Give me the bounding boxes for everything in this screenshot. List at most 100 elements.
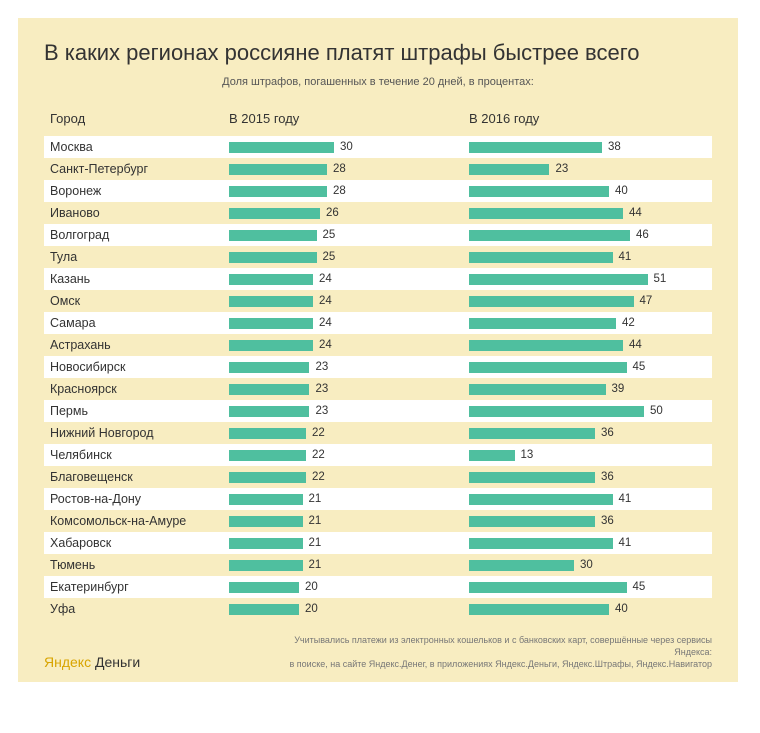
bar-value-2016: 50 <box>650 405 663 417</box>
bar-value-2016: 46 <box>636 229 649 241</box>
bar-2016 <box>469 252 613 263</box>
bar-2016 <box>469 340 623 351</box>
table-row: Казань24 51 <box>44 268 712 290</box>
bar-value-2016: 44 <box>629 339 642 351</box>
bar-2015 <box>229 406 309 417</box>
footnote-line2: в поиске, на сайте Яндекс.Денег, в прило… <box>272 658 712 670</box>
bar-cell-2016: 45 <box>469 361 679 373</box>
city-cell: Санкт-Петербург <box>44 162 229 176</box>
bar-2015 <box>229 384 309 395</box>
city-cell: Астрахань <box>44 338 229 352</box>
bar-cell-2016: 23 <box>469 163 679 175</box>
bar-value-2016: 36 <box>601 515 614 527</box>
bar-cell-2015: 23 <box>229 405 439 417</box>
bar-value-2016: 41 <box>619 537 632 549</box>
table-row: Челябинск2213 <box>44 444 712 466</box>
bar-2015 <box>229 186 327 197</box>
bar-2015 <box>229 428 306 439</box>
footer: Яндекс Деньги Учитывались платежи из эле… <box>44 634 712 670</box>
bar-cell-2015: 23 <box>229 383 439 395</box>
bar-2015 <box>229 230 317 241</box>
bar-value-2015: 28 <box>333 185 346 197</box>
bar-cell-2015: 24 <box>229 317 439 329</box>
bar-2015 <box>229 340 313 351</box>
bar-value-2015: 21 <box>309 515 322 527</box>
city-cell: Уфа <box>44 602 229 616</box>
city-cell: Москва <box>44 140 229 154</box>
bar-value-2016: 13 <box>521 449 534 461</box>
table-row: Москва 30 38 <box>44 136 712 158</box>
bar-2015 <box>229 560 303 571</box>
bar-cell-2016: 41 <box>469 537 679 549</box>
bar-value-2015: 24 <box>319 317 332 329</box>
bar-2016 <box>469 406 644 417</box>
city-cell: Иваново <box>44 206 229 220</box>
bar-cell-2015: 21 <box>229 515 439 527</box>
bar-2016 <box>469 208 623 219</box>
bar-value-2016: 51 <box>654 273 667 285</box>
table-row: Благовещенск2236 <box>44 466 712 488</box>
bar-value-2016: 23 <box>555 163 568 175</box>
bar-2015 <box>229 252 317 263</box>
city-cell: Самара <box>44 316 229 330</box>
bar-2016 <box>469 274 648 285</box>
bar-value-2015: 30 <box>340 141 353 153</box>
bar-value-2015: 25 <box>323 251 336 263</box>
bar-cell-2015: 22 <box>229 449 439 461</box>
bar-2015 <box>229 318 313 329</box>
bar-cell-2015: 28 <box>229 163 439 175</box>
city-cell: Воронеж <box>44 184 229 198</box>
bar-cell-2015: 26 <box>229 207 439 219</box>
bar-value-2015: 24 <box>319 295 332 307</box>
bar-value-2015: 22 <box>312 449 325 461</box>
logo-brand: Яндекс <box>44 654 91 670</box>
bar-value-2015: 22 <box>312 427 325 439</box>
city-cell: Ростов-на-Дону <box>44 492 229 506</box>
bar-cell-2015: 28 <box>229 185 439 197</box>
bar-2016 <box>469 538 613 549</box>
bar-value-2016: 30 <box>580 559 593 571</box>
table-row: Санкт-Петербург 28 23 <box>44 158 712 180</box>
bar-cell-2015: 20 <box>229 581 439 593</box>
city-cell: Пермь <box>44 404 229 418</box>
bar-cell-2016: 46 <box>469 229 679 241</box>
bar-2016 <box>469 428 595 439</box>
bar-cell-2016: 42 <box>469 317 679 329</box>
bar-cell-2016: 36 <box>469 471 679 483</box>
footnote: Учитывались платежи из электронных кошел… <box>272 634 712 670</box>
bar-value-2016: 40 <box>615 603 628 615</box>
logo: Яндекс Деньги <box>44 654 140 670</box>
table-row: Комсомольск-на-Амуре2136 <box>44 510 712 532</box>
bar-2015 <box>229 208 320 219</box>
bar-cell-2015: 21 <box>229 537 439 549</box>
bar-2015 <box>229 296 313 307</box>
header-2016: В 2016 году <box>469 111 679 126</box>
table-row: Ростов-на-Дону21 41 <box>44 488 712 510</box>
bar-cell-2016: 40 <box>469 185 679 197</box>
bar-2016 <box>469 604 609 615</box>
city-cell: Тюмень <box>44 558 229 572</box>
bar-cell-2016: 45 <box>469 581 679 593</box>
table-row: Астрахань2444 <box>44 334 712 356</box>
bar-2015 <box>229 142 334 153</box>
bar-cell-2016: 38 <box>469 141 679 153</box>
bar-2015 <box>229 362 309 373</box>
bar-value-2015: 25 <box>323 229 336 241</box>
bar-value-2015: 28 <box>333 163 346 175</box>
bar-value-2015: 23 <box>315 383 328 395</box>
bar-cell-2015: 24 <box>229 273 439 285</box>
bar-cell-2016: 47 <box>469 295 679 307</box>
bar-cell-2016: 41 <box>469 493 679 505</box>
table-row: Нижний Новгород2236 <box>44 422 712 444</box>
bar-2016 <box>469 384 606 395</box>
city-cell: Казань <box>44 272 229 286</box>
bar-cell-2016: 51 <box>469 273 679 285</box>
bar-2015 <box>229 164 327 175</box>
logo-product: Деньги <box>95 654 140 670</box>
bar-cell-2015: 23 <box>229 361 439 373</box>
city-cell: Екатеринбург <box>44 580 229 594</box>
city-cell: Благовещенск <box>44 470 229 484</box>
bar-cell-2016: 40 <box>469 603 679 615</box>
bar-cell-2015: 21 <box>229 493 439 505</box>
bar-value-2016: 47 <box>640 295 653 307</box>
